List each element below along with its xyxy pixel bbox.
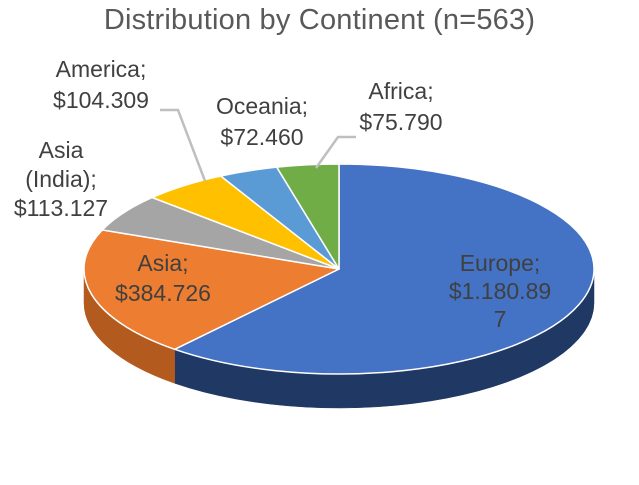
slice-label-line: Europe; xyxy=(460,250,541,276)
slice-label-asia-india-: Asia (India); $113.127 xyxy=(14,137,108,221)
slice-label-asia: Asia; $384.726 xyxy=(115,250,211,306)
leader-lines xyxy=(160,108,356,182)
leader-line-africa xyxy=(314,135,356,169)
slice-label-line: Asia; xyxy=(137,250,188,276)
slice-label-line: $384.726 xyxy=(115,280,211,306)
pie-slice-asia xyxy=(83,229,340,351)
slice-label-america: America; $104.309 xyxy=(53,56,149,113)
leader-line-america xyxy=(160,108,207,182)
slice-labels: Europe; $1.180.89 7 Asia; $384.726 Asia (India… xyxy=(14,56,551,332)
pie-slice-europe xyxy=(173,163,595,375)
slice-label-line: Oceania; xyxy=(216,93,308,119)
slice-label-line: $113.127 xyxy=(14,195,108,221)
slice-label-line: $1.180.89 xyxy=(449,278,551,304)
slice-label-africa: Africa; $75.790 xyxy=(359,78,442,135)
slice-label-europe: Europe; $1.180.89 7 xyxy=(449,250,551,332)
chart-title: Distribution by Continent (n=563) xyxy=(103,4,536,36)
slice-label-line: Africa; xyxy=(368,78,433,104)
pie-slices xyxy=(83,163,595,375)
slice-label-oceania: Oceania; $72.460 xyxy=(216,93,308,150)
slice-label-line: 7 xyxy=(494,306,507,332)
slice-label-line: $104.309 xyxy=(53,87,149,113)
slice-label-line: $75.790 xyxy=(359,109,442,135)
slice-label-line: Asia xyxy=(39,137,84,163)
pie-slice-africa xyxy=(276,163,340,270)
slice-label-line: America; xyxy=(56,56,147,82)
slice-label-line: (India); xyxy=(25,166,97,192)
slice-label-line: $72.460 xyxy=(220,124,303,150)
